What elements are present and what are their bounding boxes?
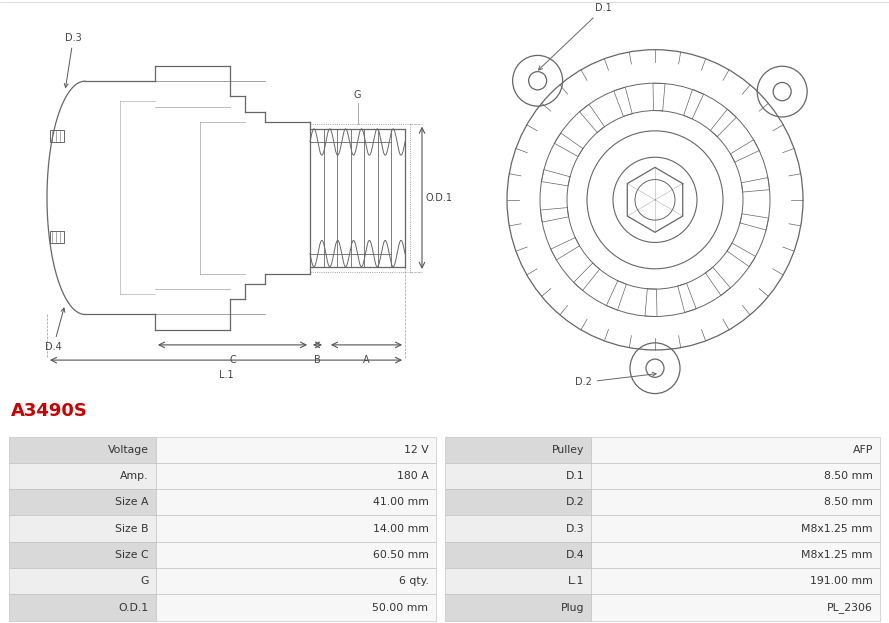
Text: D.4: D.4	[565, 550, 584, 560]
FancyBboxPatch shape	[156, 594, 436, 621]
Text: 8.50 mm: 8.50 mm	[824, 497, 873, 507]
FancyBboxPatch shape	[591, 489, 880, 515]
Text: G: G	[354, 90, 361, 100]
FancyBboxPatch shape	[156, 542, 436, 568]
Bar	[50, 231, 64, 244]
FancyBboxPatch shape	[9, 463, 156, 489]
Text: Size C: Size C	[115, 550, 148, 560]
FancyBboxPatch shape	[444, 568, 591, 594]
FancyBboxPatch shape	[444, 489, 591, 515]
FancyBboxPatch shape	[444, 515, 591, 542]
Text: B: B	[314, 355, 320, 365]
Text: G: G	[140, 576, 148, 586]
FancyBboxPatch shape	[444, 437, 591, 463]
FancyBboxPatch shape	[156, 463, 436, 489]
Text: 191.00 mm: 191.00 mm	[810, 576, 873, 586]
FancyBboxPatch shape	[444, 463, 591, 489]
FancyBboxPatch shape	[9, 594, 156, 621]
Text: AFP: AFP	[853, 445, 873, 455]
Text: D.3: D.3	[64, 32, 82, 87]
FancyBboxPatch shape	[591, 463, 880, 489]
FancyBboxPatch shape	[9, 489, 156, 515]
Text: Plug: Plug	[561, 602, 584, 612]
Text: M8x1.25 mm: M8x1.25 mm	[802, 523, 873, 534]
Text: D.2: D.2	[575, 373, 656, 388]
FancyBboxPatch shape	[9, 515, 156, 542]
Text: L.1: L.1	[568, 576, 584, 586]
Text: O.D.1: O.D.1	[118, 602, 148, 612]
Text: D.4: D.4	[45, 308, 65, 352]
FancyBboxPatch shape	[156, 568, 436, 594]
FancyBboxPatch shape	[591, 542, 880, 568]
Text: Amp.: Amp.	[120, 471, 148, 481]
Text: 14.00 mm: 14.00 mm	[372, 523, 428, 534]
Text: O.D.1: O.D.1	[426, 193, 453, 203]
Text: D.3: D.3	[565, 523, 584, 534]
FancyBboxPatch shape	[591, 515, 880, 542]
Text: Size A: Size A	[115, 497, 148, 507]
Text: 12 V: 12 V	[404, 445, 428, 455]
Text: Pulley: Pulley	[552, 445, 584, 455]
FancyBboxPatch shape	[156, 515, 436, 542]
Text: A3490S: A3490S	[11, 402, 87, 421]
Text: 6 qty.: 6 qty.	[398, 576, 428, 586]
FancyBboxPatch shape	[9, 542, 156, 568]
FancyBboxPatch shape	[591, 437, 880, 463]
Text: M8x1.25 mm: M8x1.25 mm	[802, 550, 873, 560]
Text: PL_2306: PL_2306	[827, 602, 873, 613]
FancyBboxPatch shape	[444, 542, 591, 568]
Text: L.1: L.1	[219, 370, 233, 380]
FancyBboxPatch shape	[591, 568, 880, 594]
Text: D.2: D.2	[565, 497, 584, 507]
Text: D.1: D.1	[539, 3, 612, 70]
Text: D.1: D.1	[565, 471, 584, 481]
FancyBboxPatch shape	[9, 568, 156, 594]
Text: Voltage: Voltage	[108, 445, 148, 455]
Text: 8.50 mm: 8.50 mm	[824, 471, 873, 481]
Text: 180 A: 180 A	[396, 471, 428, 481]
Bar	[50, 130, 64, 142]
FancyBboxPatch shape	[591, 594, 880, 621]
FancyBboxPatch shape	[444, 594, 591, 621]
Text: 60.50 mm: 60.50 mm	[372, 550, 428, 560]
FancyBboxPatch shape	[156, 489, 436, 515]
Text: 50.00 mm: 50.00 mm	[372, 602, 428, 612]
Text: A: A	[364, 355, 370, 365]
Text: C: C	[229, 355, 236, 365]
FancyBboxPatch shape	[9, 437, 156, 463]
Text: 41.00 mm: 41.00 mm	[372, 497, 428, 507]
Text: Size B: Size B	[115, 523, 148, 534]
FancyBboxPatch shape	[156, 437, 436, 463]
